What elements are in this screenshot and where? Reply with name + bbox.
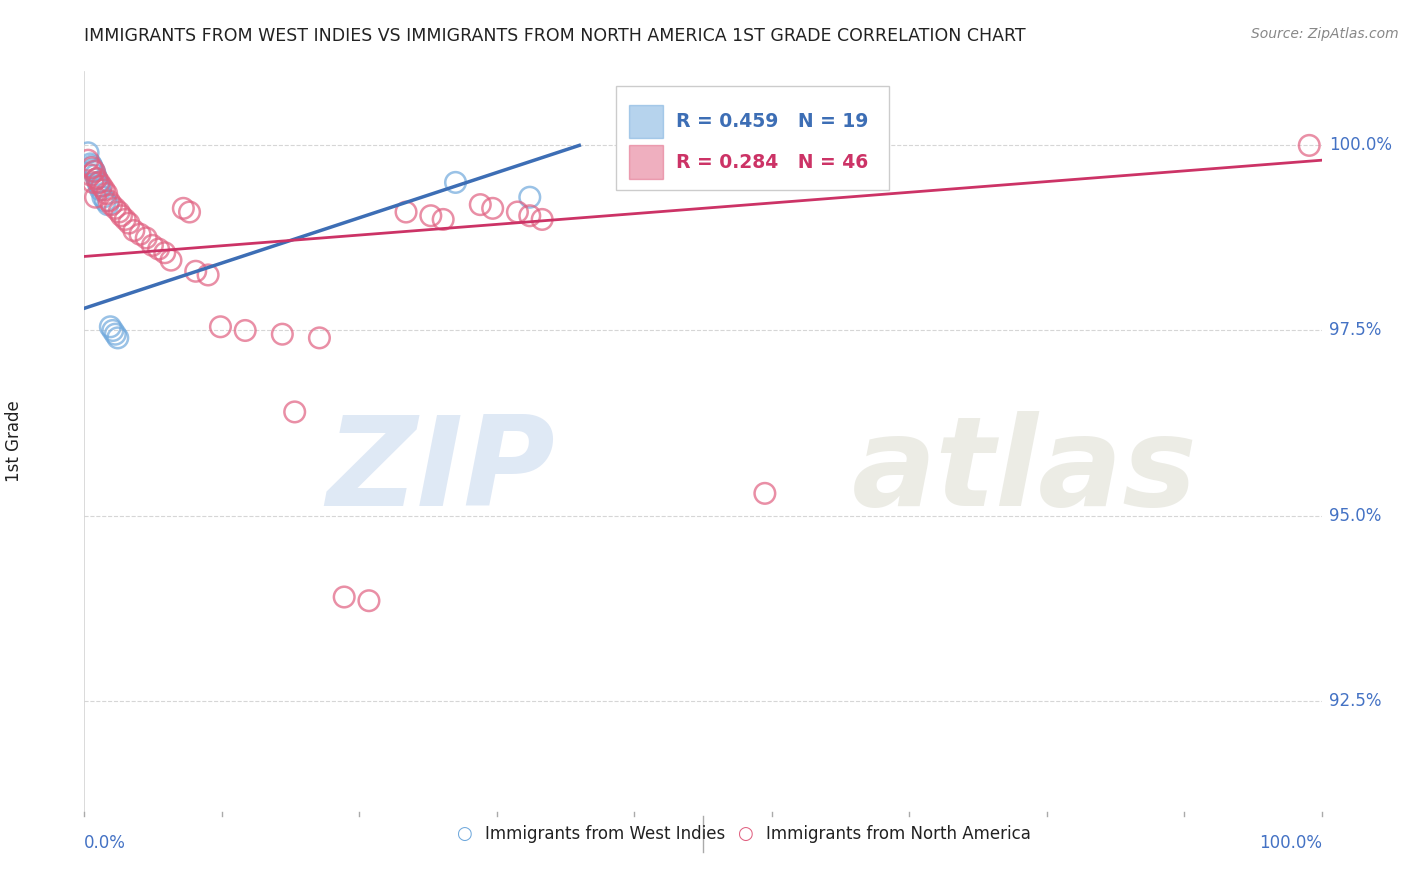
Point xyxy=(432,212,454,227)
Text: 97.5%: 97.5% xyxy=(1329,321,1381,340)
Point xyxy=(80,161,103,175)
Text: IMMIGRANTS FROM WEST INDIES VS IMMIGRANTS FROM NORTH AMERICA 1ST GRADE CORRELATI: IMMIGRANTS FROM WEST INDIES VS IMMIGRANT… xyxy=(84,27,1026,45)
Point xyxy=(209,319,232,334)
Point xyxy=(172,202,194,216)
Point xyxy=(83,164,105,178)
FancyBboxPatch shape xyxy=(628,104,664,138)
Point xyxy=(77,153,100,168)
Point xyxy=(110,209,132,223)
Point xyxy=(284,405,307,419)
Point xyxy=(395,205,418,219)
Text: 100.0%: 100.0% xyxy=(1258,834,1322,852)
Text: Source: ZipAtlas.com: Source: ZipAtlas.com xyxy=(1251,27,1399,41)
Text: 95.0%: 95.0% xyxy=(1329,507,1381,524)
Text: ○: ○ xyxy=(456,825,472,843)
Point xyxy=(153,245,176,260)
Point xyxy=(519,209,541,223)
Point xyxy=(470,197,492,211)
Point xyxy=(444,175,467,189)
Point xyxy=(160,253,183,268)
Point xyxy=(84,168,107,182)
Point xyxy=(531,212,554,227)
FancyBboxPatch shape xyxy=(628,145,664,178)
Point xyxy=(135,231,157,245)
Point xyxy=(107,331,129,345)
Text: 1st Grade: 1st Grade xyxy=(6,401,22,483)
Point xyxy=(129,227,152,242)
Text: 100.0%: 100.0% xyxy=(1329,136,1392,154)
Point xyxy=(77,145,100,160)
Point xyxy=(87,175,110,189)
Point xyxy=(79,157,101,171)
Point xyxy=(271,327,294,342)
Point xyxy=(89,183,111,197)
Point xyxy=(100,197,122,211)
Point xyxy=(86,171,108,186)
Point xyxy=(233,323,256,337)
Point xyxy=(1298,138,1320,153)
Point xyxy=(98,319,121,334)
Point xyxy=(197,268,219,282)
Point xyxy=(357,593,380,607)
Point xyxy=(84,190,107,204)
Point xyxy=(754,486,776,500)
Text: R = 0.284   N = 46: R = 0.284 N = 46 xyxy=(676,153,868,172)
Point xyxy=(82,162,104,177)
Point xyxy=(108,205,131,219)
Text: R = 0.459   N = 19: R = 0.459 N = 19 xyxy=(676,112,868,131)
Point xyxy=(184,264,207,278)
Text: Immigrants from West Indies: Immigrants from West Indies xyxy=(485,825,725,843)
Point xyxy=(82,175,104,189)
Point xyxy=(114,212,136,227)
Point xyxy=(86,171,108,186)
Point xyxy=(97,197,120,211)
Point xyxy=(419,209,441,223)
FancyBboxPatch shape xyxy=(616,87,889,190)
Point xyxy=(308,331,330,345)
Point xyxy=(79,168,101,182)
Point xyxy=(91,190,114,204)
Point xyxy=(98,194,121,208)
Point xyxy=(94,194,117,208)
Text: 92.5%: 92.5% xyxy=(1329,691,1381,710)
Point xyxy=(141,238,163,252)
Point xyxy=(333,590,356,604)
Point xyxy=(104,327,127,342)
Point xyxy=(122,223,145,237)
Text: ZIP: ZIP xyxy=(326,410,554,532)
Text: ○: ○ xyxy=(737,825,754,843)
Point xyxy=(179,205,201,219)
Text: atlas: atlas xyxy=(852,410,1198,532)
Point xyxy=(118,216,141,230)
Point xyxy=(101,323,124,337)
Point xyxy=(506,205,529,219)
Point xyxy=(481,202,503,216)
Point xyxy=(104,202,127,216)
Point xyxy=(80,159,103,173)
Text: Immigrants from North America: Immigrants from North America xyxy=(766,825,1031,843)
Point xyxy=(96,186,118,201)
Text: 0.0%: 0.0% xyxy=(84,834,127,852)
Point xyxy=(148,242,170,256)
Point xyxy=(90,179,112,194)
Point xyxy=(83,164,105,178)
Point xyxy=(89,175,111,189)
Point xyxy=(519,190,541,204)
Point xyxy=(89,179,111,194)
Point xyxy=(93,183,115,197)
